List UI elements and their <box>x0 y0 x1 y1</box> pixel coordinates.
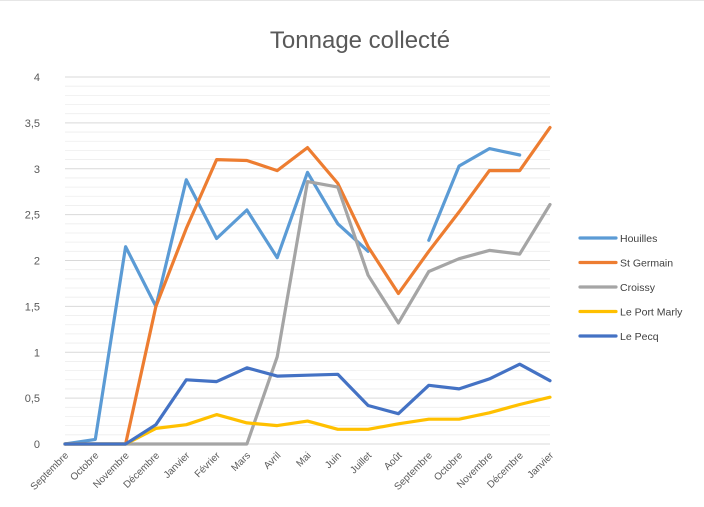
x-tick-label: Janvier <box>162 450 193 481</box>
legend-label: Le Pecq <box>620 331 659 343</box>
legend-label: St Germain <box>620 258 673 270</box>
x-tick-label: Juillet <box>348 450 374 476</box>
chart-title: Tonnage collecté <box>269 27 451 54</box>
y-tick-label: 1,5 <box>25 301 40 313</box>
y-tick-label: 3 <box>34 164 40 176</box>
y-axis-ticks: 0 0,5 1 1,5 2 2,5 3 3,5 4 <box>25 72 40 451</box>
x-tick-label: Avril <box>262 450 283 471</box>
x-tick-label: Mai <box>294 450 313 469</box>
legend-label: Le Port Marly <box>620 307 683 319</box>
gridlines <box>65 76 550 445</box>
y-tick-label: 0 <box>34 439 40 451</box>
y-tick-label: 4 <box>34 72 40 84</box>
x-tick-label: Août <box>382 450 404 472</box>
y-tick-label: 0,5 <box>25 393 40 405</box>
series-lines <box>63 125 552 446</box>
y-tick-label: 2 <box>34 256 40 268</box>
y-tick-label: 2,5 <box>25 210 40 222</box>
x-tick-label: Mars <box>229 450 253 474</box>
y-tick-label: 3,5 <box>25 118 40 130</box>
series-line-le-pecq <box>63 362 552 446</box>
series-line-le-port-marly <box>63 395 552 446</box>
series-line-houilles <box>63 170 370 446</box>
y-tick-label: 1 <box>34 347 40 359</box>
x-tick-label: Janvier <box>526 450 557 481</box>
x-tick-label: Septembre <box>29 450 72 493</box>
x-tick-label: Juin <box>323 450 344 471</box>
legend-label: Croissy <box>620 282 656 294</box>
legend: Houilles St Germain Croissy Le Port Marly Le… <box>578 233 683 343</box>
series-line-houilles <box>427 147 522 242</box>
legend-label: Houilles <box>620 233 657 245</box>
x-tick-label: Février <box>193 450 223 480</box>
series-line-croissy <box>63 180 552 446</box>
series-line-st-germain <box>63 125 552 446</box>
